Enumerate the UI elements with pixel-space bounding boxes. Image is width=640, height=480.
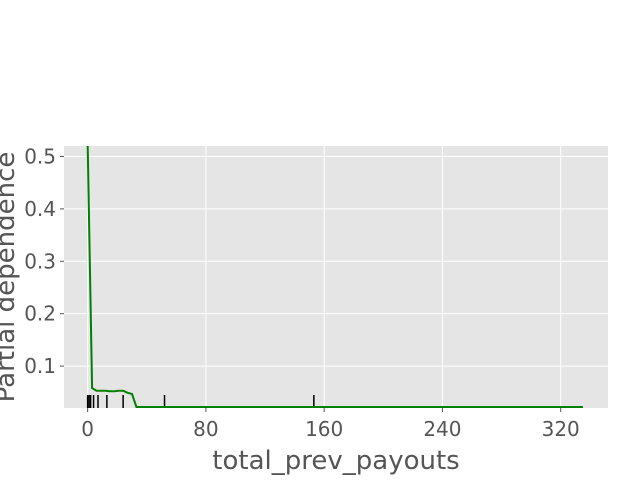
x-tick-label: 80 (193, 417, 218, 441)
x-axis-label: total_prev_payouts (212, 446, 459, 476)
y-axis-label: Partial dependence (0, 152, 21, 403)
grid-lines (64, 146, 608, 408)
rug-ticks (86, 395, 315, 408)
y-tick-label: 0.3 (24, 249, 56, 273)
x-tick-label: 240 (423, 417, 461, 441)
y-tick-label: 0.2 (24, 302, 56, 326)
x-tick-label: 320 (542, 417, 580, 441)
y-tick-label: 0.4 (24, 197, 56, 221)
partial-dependence-line (86, 145, 583, 408)
x-tick-label: 160 (305, 417, 343, 441)
y-tick-label: 0.1 (24, 354, 56, 378)
x-tick-label: 0 (81, 417, 94, 441)
y-tick-label: 0.5 (24, 144, 56, 168)
plot-area (64, 146, 608, 408)
x-tick-labels: 0 80 160 240 320 (81, 408, 580, 441)
y-tick-labels: 0.1 0.2 0.3 0.4 0.5 (24, 144, 64, 378)
